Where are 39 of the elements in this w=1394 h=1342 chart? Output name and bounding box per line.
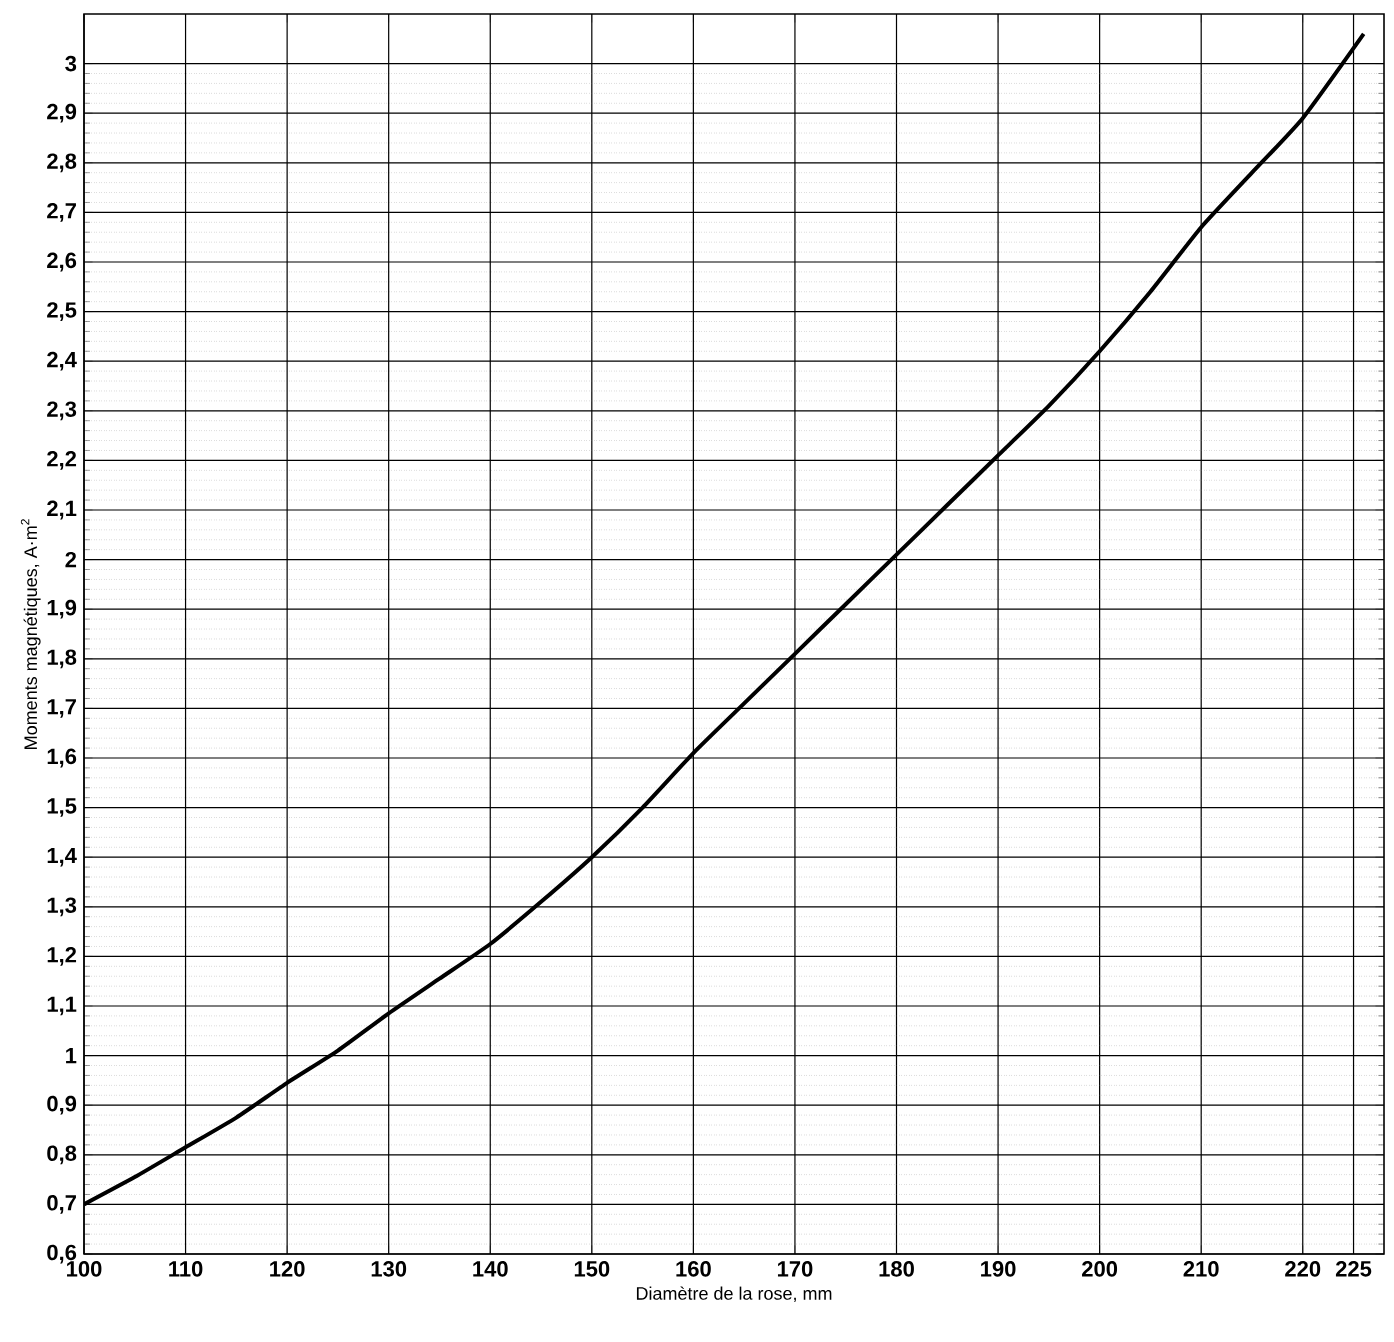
y-tick-label: 2,4 <box>47 351 77 371</box>
y-tick-label: 2,1 <box>47 500 77 520</box>
x-tick-label: 130 <box>371 1261 407 1277</box>
y-tick-label: 0,7 <box>47 1195 76 1214</box>
y-tick-label: 2,9 <box>47 103 77 123</box>
x-tick-label: 225 <box>1335 1261 1372 1277</box>
x-tick-label: 160 <box>676 1261 711 1277</box>
y-tick-label: 1,5 <box>47 798 77 817</box>
x-tick-label: 120 <box>270 1261 305 1277</box>
y-tick-label: 1,6 <box>47 748 77 768</box>
y-tick-label: 2,3 <box>47 401 77 421</box>
x-tick-label: 180 <box>879 1261 914 1277</box>
y-tick-label: 2,6 <box>47 252 77 272</box>
y-tick-label: 2,7 <box>47 203 76 222</box>
x-tick-label: 140 <box>473 1261 508 1277</box>
x-tick-label: 190 <box>981 1261 1016 1277</box>
y-tick-label: 1,3 <box>47 897 77 917</box>
y-tick-label: 1 <box>66 1048 77 1064</box>
y-tick-label: 1,4 <box>47 847 77 867</box>
x-tick-label: 200 <box>1082 1261 1118 1277</box>
y-tick-label: 3 <box>65 55 77 72</box>
y-tick-label: 2,8 <box>47 153 77 173</box>
y-tick-label: 2,2 <box>47 451 77 470</box>
y-tick-label: 1,7 <box>47 699 76 718</box>
y-tick-label: 0,8 <box>47 1145 77 1165</box>
y-tick-label: 1,1 <box>47 996 77 1016</box>
y-tick-label: 2 <box>65 551 77 568</box>
x-tick-label: 210 <box>1183 1261 1219 1277</box>
y-tick-label: 0,9 <box>47 1095 77 1115</box>
x-tick-label: 150 <box>574 1261 610 1277</box>
x-tick-label: 220 <box>1285 1261 1321 1277</box>
x-tick-label: 170 <box>777 1261 813 1277</box>
y-tick-label: 1,8 <box>47 649 77 669</box>
y-axis-title: Moments magnétiques, A·m$^{2}$ <box>20 519 41 749</box>
y-tick-label: 1,9 <box>47 599 77 619</box>
x-axis-title: Diamètre de la rose, mm <box>636 1286 832 1302</box>
y-tick-label: 1,2 <box>47 947 77 966</box>
y-tick-label: 2,5 <box>47 302 77 321</box>
x-tick-label: 110 <box>169 1261 203 1277</box>
